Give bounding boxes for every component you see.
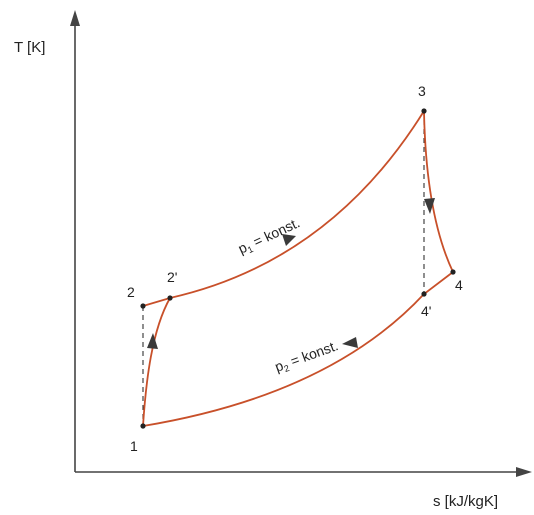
isobar-low-4-1 <box>142 271 454 427</box>
axes <box>70 10 532 477</box>
point-4s-marker <box>421 291 427 297</box>
expansion-arrow-icon <box>424 198 435 214</box>
point-3-label: 3 <box>418 83 426 99</box>
state-points <box>140 108 456 429</box>
point-3-marker <box>421 108 427 114</box>
compression-arrow-icon <box>147 333 158 349</box>
expansion-curve-3-4 <box>423 110 454 273</box>
heat-addition-arrow-icon <box>282 234 296 246</box>
point-4-marker <box>450 269 456 275</box>
x-axis-label: s [kJ/kgK] <box>433 493 498 510</box>
heat-rejection-arrow-icon <box>342 337 358 348</box>
point-1-marker <box>140 423 146 429</box>
point-4-label: 4 <box>455 277 463 293</box>
direction-arrows <box>147 198 435 349</box>
point-2s-label: 2' <box>167 269 177 285</box>
point-1-label: 1 <box>130 438 138 454</box>
cycle-curves <box>142 110 454 427</box>
point-2-label: 2 <box>127 284 135 300</box>
point-2-marker <box>140 303 146 309</box>
point-4s-label: 4' <box>421 303 431 319</box>
y-axis-label: T [K] <box>14 39 45 56</box>
point-2s-marker <box>167 295 173 301</box>
x-axis-arrow-icon <box>516 467 532 477</box>
compression-curve-1-2s <box>142 297 171 427</box>
y-axis-arrow-icon <box>70 10 80 26</box>
isobar-high-2s-3 <box>142 110 425 307</box>
isobar-low-label: p2 = konst. <box>273 337 341 377</box>
